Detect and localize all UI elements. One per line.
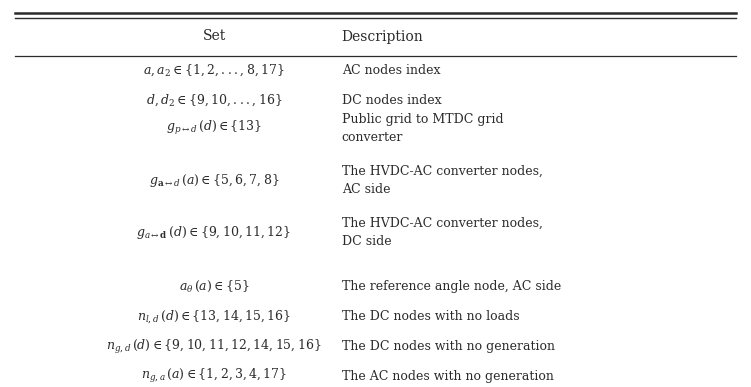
Text: $g_{a\leftrightarrow \mathbf{d}}\,(d) \in \{9, 10, 11, 12\}$: $g_{a\leftrightarrow \mathbf{d}}\,(d) \i… xyxy=(137,224,291,241)
Text: $n_{l,d}\,(d) \in \{13, 14, 15, 16\}$: $n_{l,d}\,(d) \in \{13, 14, 15, 16\}$ xyxy=(137,308,291,325)
Text: $a, a_2 \in \{1, 2, ..., 8, 17\}$: $a, a_2 \in \{1, 2, ..., 8, 17\}$ xyxy=(143,63,285,78)
Text: $a_{\theta}\,(a) \in \{5\}$: $a_{\theta}\,(a) \in \{5\}$ xyxy=(179,279,249,294)
Text: $g_{p\leftrightarrow d}\,(d) \in \{13\}$: $g_{p\leftrightarrow d}\,(d) \in \{13\}$ xyxy=(166,120,262,137)
Text: The HVDC-AC converter nodes,
DC side: The HVDC-AC converter nodes, DC side xyxy=(342,217,542,248)
Text: The DC nodes with no generation: The DC nodes with no generation xyxy=(342,340,555,353)
Text: Description: Description xyxy=(342,29,424,43)
Text: $g_{\mathbf{a}\leftrightarrow d}\,(a) \in \{5, 6, 7, 8\}$: $g_{\mathbf{a}\leftrightarrow d}\,(a) \i… xyxy=(149,172,279,189)
Text: The AC nodes with no generation: The AC nodes with no generation xyxy=(342,370,553,383)
Text: The DC nodes with no loads: The DC nodes with no loads xyxy=(342,310,520,323)
Text: DC nodes index: DC nodes index xyxy=(342,94,442,107)
Text: Public grid to MTDC grid
converter: Public grid to MTDC grid converter xyxy=(342,113,503,144)
Text: Set: Set xyxy=(203,29,225,43)
Text: AC nodes index: AC nodes index xyxy=(342,64,440,77)
Text: $n_{g,d}\,(d) \in \{9, 10, 11, 12, 14, 15, 16\}$: $n_{g,d}\,(d) \in \{9, 10, 11, 12, 14, 1… xyxy=(106,337,322,356)
Text: The reference angle node, AC side: The reference angle node, AC side xyxy=(342,280,561,293)
Text: $n_{g,a}\,(a) \in \{1, 2, 3, 4, 17\}$: $n_{g,a}\,(a) \in \{1, 2, 3, 4, 17\}$ xyxy=(141,368,287,385)
Text: The HVDC-AC converter nodes,
AC side: The HVDC-AC converter nodes, AC side xyxy=(342,165,542,196)
Text: $d, d_2 \in \{9, 10, ..., 16\}$: $d, d_2 \in \{9, 10, ..., 16\}$ xyxy=(146,93,282,108)
